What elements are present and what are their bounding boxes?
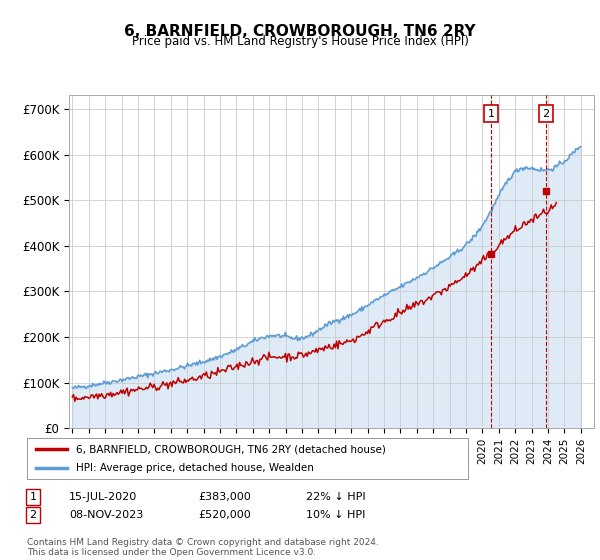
Text: 2: 2 [29,510,37,520]
Text: 1: 1 [488,109,495,119]
Text: £383,000: £383,000 [198,492,251,502]
Text: £520,000: £520,000 [198,510,251,520]
Text: Contains HM Land Registry data © Crown copyright and database right 2024.
This d: Contains HM Land Registry data © Crown c… [27,538,379,557]
Text: 6, BARNFIELD, CROWBOROUGH, TN6 2RY (detached house): 6, BARNFIELD, CROWBOROUGH, TN6 2RY (deta… [76,445,385,454]
Text: 15-JUL-2020: 15-JUL-2020 [69,492,137,502]
Text: Price paid vs. HM Land Registry's House Price Index (HPI): Price paid vs. HM Land Registry's House … [131,35,469,48]
Text: 6, BARNFIELD, CROWBOROUGH, TN6 2RY: 6, BARNFIELD, CROWBOROUGH, TN6 2RY [124,24,476,39]
Text: 2: 2 [542,109,550,119]
Text: HPI: Average price, detached house, Wealden: HPI: Average price, detached house, Weal… [76,463,313,473]
Text: 10% ↓ HPI: 10% ↓ HPI [306,510,365,520]
Text: 1: 1 [29,492,37,502]
Text: 08-NOV-2023: 08-NOV-2023 [69,510,143,520]
Text: 22% ↓ HPI: 22% ↓ HPI [306,492,365,502]
